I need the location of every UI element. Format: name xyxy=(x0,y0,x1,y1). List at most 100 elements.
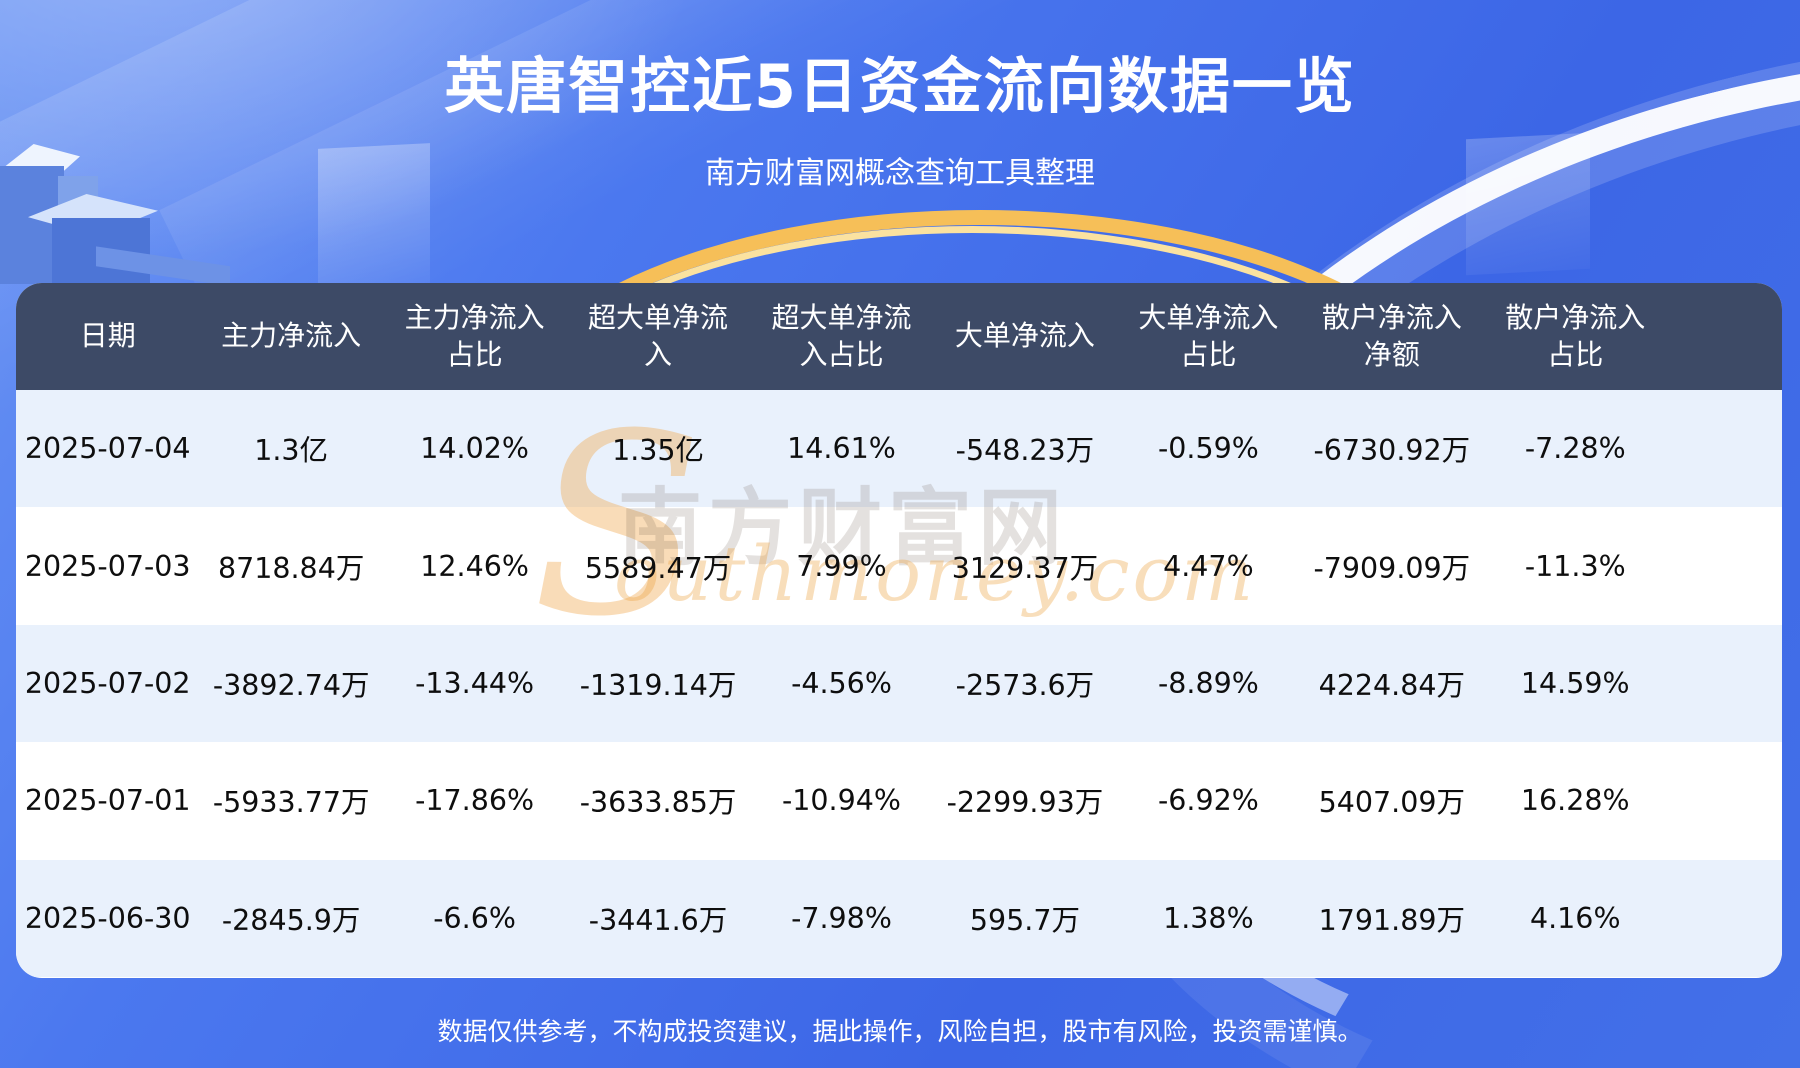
cell-text: 3129.37万 xyxy=(951,551,1099,585)
column-header-label: 超大单净流入占比 xyxy=(771,300,912,371)
value-cell: 12.46% xyxy=(383,550,566,583)
cell-text: -6730.92万 xyxy=(1313,434,1471,468)
column-header-5: 大单净流入 xyxy=(933,318,1116,355)
value-cell: -2299.93万 xyxy=(933,780,1116,821)
cell-text: -7.98% xyxy=(791,901,892,935)
cell-text: 1.35亿 xyxy=(612,434,705,468)
cell-text: 2025-07-03 xyxy=(24,549,191,583)
building-platform xyxy=(96,246,230,286)
value-cell: 595.7万 xyxy=(933,898,1116,939)
cell-text: -3441.6万 xyxy=(588,903,728,937)
cell-text: 5407.09万 xyxy=(1318,786,1465,820)
cell-text: 2025-07-02 xyxy=(24,666,191,700)
column-header-7: 散户净流入净额 xyxy=(1300,300,1483,374)
cell-text: -3892.74万 xyxy=(212,668,370,702)
cell-text: 1791.89万 xyxy=(1318,903,1465,937)
fund-flow-table: 日期 主力净流入 主力净流入占比 超大单净流入 超大单净流入占比 大单净流入 大单净流入占比… xyxy=(16,283,1782,978)
date-cell: 2025-07-02 xyxy=(16,667,199,700)
value-cell: 8718.84万 xyxy=(199,546,382,587)
cell-text: -0.59% xyxy=(1157,432,1259,466)
cell-text: -2845.9万 xyxy=(221,903,361,937)
value-cell: -3441.6万 xyxy=(566,898,749,939)
cell-text: 4224.84万 xyxy=(1318,668,1465,702)
cell-text: 14.59% xyxy=(1520,666,1630,700)
date-cell: 2025-07-03 xyxy=(16,550,199,583)
value-cell: -1319.14万 xyxy=(566,663,749,704)
page-title: 英唐智控近5日资金流向数据一览 xyxy=(444,52,1356,122)
value-cell: 1791.89万 xyxy=(1300,898,1483,939)
date-cell: 2025-06-30 xyxy=(16,902,199,935)
value-cell: 4.47% xyxy=(1117,550,1300,583)
cell-text: 595.7万 xyxy=(969,903,1080,937)
value-cell: -4.56% xyxy=(750,667,933,700)
table-body: 2025-07-04 1.3亿 14.02% 1.35亿 14.61% -548.23万 -… xyxy=(16,390,1782,977)
cell-text: 2025-07-01 xyxy=(24,784,191,818)
value-cell: -13.44% xyxy=(383,667,566,700)
value-cell: 7.99% xyxy=(750,550,933,583)
cell-text: -3633.85万 xyxy=(579,786,737,820)
column-header-label: 日期 xyxy=(79,319,136,353)
column-header-0: 日期 xyxy=(16,318,199,355)
cell-text: 1.3亿 xyxy=(254,434,329,468)
cell-text: 4.47% xyxy=(1163,549,1254,583)
value-cell: 1.3亿 xyxy=(199,428,382,469)
value-cell: -11.3% xyxy=(1484,550,1667,583)
cell-text: -1319.14万 xyxy=(579,668,737,702)
value-cell: -17.86% xyxy=(383,784,566,817)
cell-text: -2299.93万 xyxy=(946,786,1104,820)
column-header-6: 大单净流入占比 xyxy=(1117,300,1300,374)
cell-text: 16.28% xyxy=(1520,784,1630,818)
column-header-label: 散户净流入占比 xyxy=(1505,300,1646,371)
column-header-8: 散户净流入占比 xyxy=(1484,300,1667,374)
table-header-row: 日期 主力净流入 主力净流入占比 超大单净流入 超大单净流入占比 大单净流入 大单净流入占比… xyxy=(16,283,1782,390)
table-row: 2025-07-04 1.3亿 14.02% 1.35亿 14.61% -548.23万 -… xyxy=(16,390,1782,508)
cell-text: -4.56% xyxy=(791,666,892,700)
building-top-face xyxy=(28,194,158,236)
value-cell: -6.6% xyxy=(383,902,566,935)
cell-text: 1.38% xyxy=(1163,901,1254,935)
value-cell: -6730.92万 xyxy=(1300,428,1483,469)
value-cell: 1.38% xyxy=(1117,902,1300,935)
table-row: 2025-07-01 -5933.77万 -17.86% -3633.85万 -10.9… xyxy=(16,742,1782,860)
value-cell: -3633.85万 xyxy=(566,780,749,821)
cell-text: 8718.84万 xyxy=(217,551,365,585)
column-header-label: 主力净流入占比 xyxy=(404,300,545,371)
value-cell: -8.89% xyxy=(1117,667,1300,700)
cell-text: 2025-06-30 xyxy=(24,901,191,935)
cell-text: 4.16% xyxy=(1529,901,1621,935)
cell-text: -10.94% xyxy=(782,784,901,818)
value-cell: 1.35亿 xyxy=(566,428,749,469)
value-cell: -5933.77万 xyxy=(199,780,382,821)
cell-text: -13.44% xyxy=(415,666,535,700)
column-header-4: 超大单净流入占比 xyxy=(750,300,933,374)
page-subtitle: 南方财富网概念查询工具整理 xyxy=(705,156,1095,191)
column-header-label: 大单净流入占比 xyxy=(1138,300,1279,371)
cell-text: -7909.09万 xyxy=(1313,551,1471,585)
value-cell: 14.02% xyxy=(383,432,566,465)
cell-text: 14.61% xyxy=(787,432,896,466)
column-header-label: 超大单净流入 xyxy=(588,300,729,371)
cell-text: 2025-07-04 xyxy=(24,432,191,466)
value-cell: -7.28% xyxy=(1484,432,1667,465)
value-cell: -2573.6万 xyxy=(933,663,1116,704)
value-cell: 14.59% xyxy=(1484,667,1667,700)
value-cell: 4224.84万 xyxy=(1300,663,1483,704)
cell-text: -548.23万 xyxy=(955,434,1095,468)
date-cell: 2025-07-01 xyxy=(16,784,199,817)
column-header-label: 散户净流入净额 xyxy=(1321,300,1462,371)
column-header-label: 大单净流入 xyxy=(954,319,1095,353)
cell-text: -11.3% xyxy=(1524,549,1626,583)
table-row: 2025-07-03 8718.84万 12.46% 5589.47万 7.99% 312… xyxy=(16,507,1782,625)
cell-text: 14.02% xyxy=(420,432,529,466)
date-cell: 2025-07-04 xyxy=(16,432,199,465)
cell-text: -6.92% xyxy=(1157,784,1259,818)
cell-text: -8.89% xyxy=(1157,666,1259,700)
column-header-2: 主力净流入占比 xyxy=(383,300,566,374)
value-cell: 16.28% xyxy=(1484,784,1667,817)
cell-text: -5933.77万 xyxy=(212,786,370,820)
cell-text: -7.28% xyxy=(1524,432,1626,466)
disclaimer-text: 数据仅供参考，不构成投资建议，据此操作，风险自担，股市有风险，投资需谨慎。 xyxy=(437,1017,1363,1046)
cell-text: 7.99% xyxy=(796,549,887,583)
value-cell: 5589.47万 xyxy=(566,546,749,587)
